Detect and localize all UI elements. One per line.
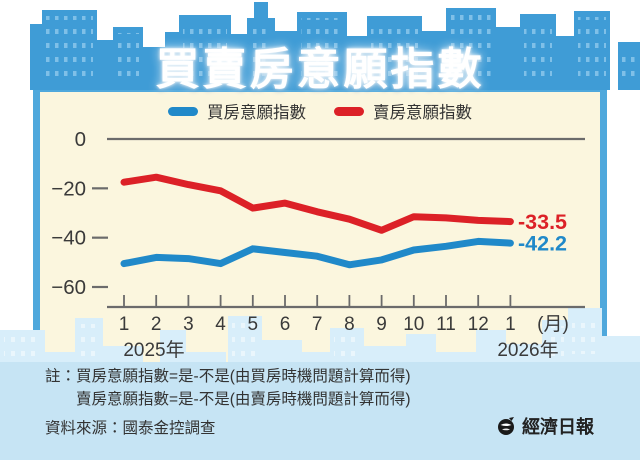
building <box>165 32 179 90</box>
building <box>97 40 113 90</box>
footnote-line-1: 註：買房意願指數=是-不是(由買房時機問題計算而得) <box>45 368 411 385</box>
footnotes: 註：買房意願指數=是-不是(由買房時機問題計算而得) 賣房意願指數=是-不是(由… <box>45 365 411 411</box>
building <box>496 27 520 90</box>
x-tick-label: 6 <box>280 314 291 335</box>
building-windows <box>232 322 258 362</box>
y-tick-label: −40 <box>51 227 86 250</box>
buy-legend-label: 買房意願指數 <box>207 104 306 122</box>
x-tick-label: 4 <box>215 314 226 335</box>
building <box>231 34 249 90</box>
publisher-name: 經濟日報 <box>522 417 594 437</box>
x-tick-label: 10 <box>403 314 424 335</box>
building-windows <box>371 22 418 84</box>
building-windows <box>183 21 227 84</box>
x-tick-label: 7 <box>312 314 323 335</box>
x-axis-unit-label: (月) <box>537 314 569 335</box>
line-chart: 0−20−40−601 2 3 4 5 6 7 8 9 10 11 12 1 (月)2025年 2026年-… <box>51 128 585 361</box>
x-tick-label: 3 <box>183 314 194 335</box>
x-tick-label: 12 <box>468 314 489 335</box>
building-windows <box>524 20 552 84</box>
building <box>422 31 446 90</box>
building-windows <box>572 314 598 354</box>
x-tick-label: 2 <box>151 314 162 335</box>
sell-end-value-label: -33.5 <box>518 210 567 234</box>
sell-legend-label: 賣房意願指數 <box>373 104 472 122</box>
publisher-credit: 經濟日報 <box>496 413 594 439</box>
building-windows <box>46 16 93 84</box>
data-source: 資料來源：國泰金控調查 <box>45 420 216 437</box>
buy-end-value-label: -42.2 <box>518 232 567 256</box>
building-windows <box>117 33 139 84</box>
legend-item-buy: 買房意願指數 <box>168 99 306 123</box>
x-tick-label: 9 <box>376 314 387 335</box>
sell-legend-swatch <box>334 106 364 116</box>
page-title: 買賣房意願指數 <box>155 45 485 94</box>
building-windows <box>622 48 636 84</box>
chart-legend: 買房意願指數 賣房意願指數 <box>33 99 607 123</box>
footnote-line-2: 賣房意願指數=是-不是(由賣房時機問題計算而得) <box>76 391 411 408</box>
building <box>556 36 574 90</box>
bottom-skyline <box>0 308 640 460</box>
x-tick-label: 11 <box>436 314 456 335</box>
building-windows <box>578 17 606 84</box>
bottom-band <box>0 362 640 460</box>
building-windows <box>79 324 99 364</box>
y-tick-label: 0 <box>75 128 86 151</box>
year-end-label: 2026年 <box>497 339 558 361</box>
year-start-label: 2025年 <box>123 339 184 361</box>
building <box>275 31 297 90</box>
top-skyline <box>30 2 640 90</box>
x-tick-label: 1 <box>505 314 516 335</box>
x-tick-label: 8 <box>344 314 355 335</box>
economic-daily-logo-icon <box>498 417 514 435</box>
building-windows <box>301 18 343 84</box>
building-windows <box>546 326 564 366</box>
building-windows <box>251 24 271 84</box>
buy-index-line <box>120 237 514 269</box>
x-tick-label: 1 <box>119 314 130 335</box>
building <box>143 47 165 90</box>
buy-legend-swatch <box>168 106 198 116</box>
building-windows <box>450 14 492 84</box>
legend-item-sell: 賣房意願指數 <box>334 99 472 123</box>
y-tick-label: −60 <box>51 276 86 299</box>
sell-index-line <box>120 173 514 234</box>
x-tick-label: 5 <box>248 314 259 335</box>
building <box>30 24 42 90</box>
building <box>347 36 367 90</box>
y-tick-label: −20 <box>51 177 86 200</box>
